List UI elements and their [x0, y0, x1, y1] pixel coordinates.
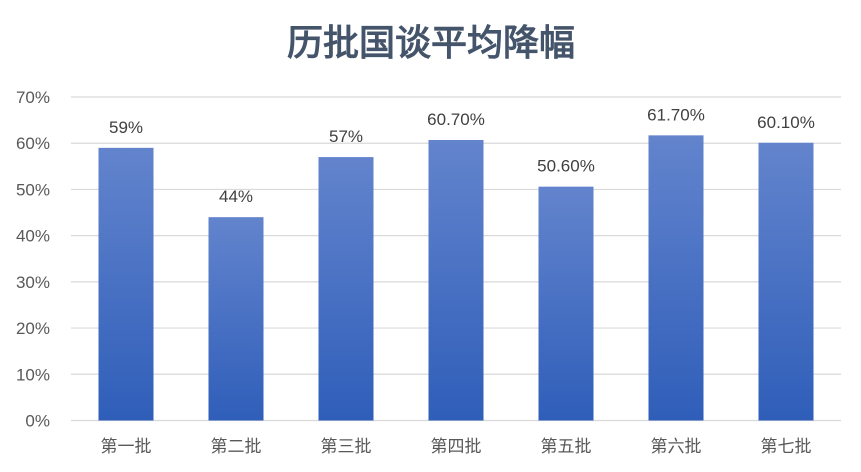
- bars: [98, 135, 814, 421]
- y-tick-label: 30%: [16, 273, 50, 292]
- y-tick-label: 50%: [16, 180, 50, 199]
- y-tick-label: 40%: [16, 227, 50, 246]
- y-tick-label: 0%: [25, 412, 50, 431]
- data-label: 59%: [109, 118, 143, 137]
- x-tick-label: 第二批: [211, 437, 262, 457]
- x-tick-label: 第三批: [321, 437, 372, 457]
- bar: [208, 217, 264, 421]
- data-label: 44%: [219, 187, 253, 206]
- data-label: 60.70%: [427, 110, 485, 129]
- data-label: 57%: [329, 127, 363, 146]
- x-axis: 第一批 第二批 第三批 第四批 第五批 第六批 第七批: [101, 437, 812, 457]
- data-label: 61.70%: [647, 105, 705, 124]
- bar: [538, 186, 594, 421]
- x-tick-label: 第六批: [651, 437, 702, 457]
- x-tick-label: 第四批: [431, 437, 482, 457]
- data-label: 50.60%: [537, 157, 595, 176]
- y-tick-label: 70%: [16, 88, 50, 107]
- y-axis: 0% 10% 20% 30% 40% 50% 60% 70%: [16, 88, 50, 431]
- bar: [428, 139, 484, 421]
- y-tick-label: 20%: [16, 319, 50, 338]
- data-label: 60.10%: [757, 113, 815, 132]
- bar: [758, 142, 814, 421]
- y-tick-label: 60%: [16, 134, 50, 153]
- y-tick-label: 10%: [16, 365, 50, 384]
- x-tick-label: 第一批: [101, 437, 152, 457]
- bar: [318, 157, 374, 421]
- bar: [98, 147, 154, 421]
- x-tick-label: 第五批: [541, 437, 592, 457]
- chart-title: 历批国谈平均降幅: [287, 23, 575, 64]
- data-labels: 59% 44% 57% 60.70% 50.60% 61.70% 60.10%: [109, 105, 815, 206]
- x-tick-label: 第七批: [761, 437, 812, 457]
- bar: [648, 135, 704, 421]
